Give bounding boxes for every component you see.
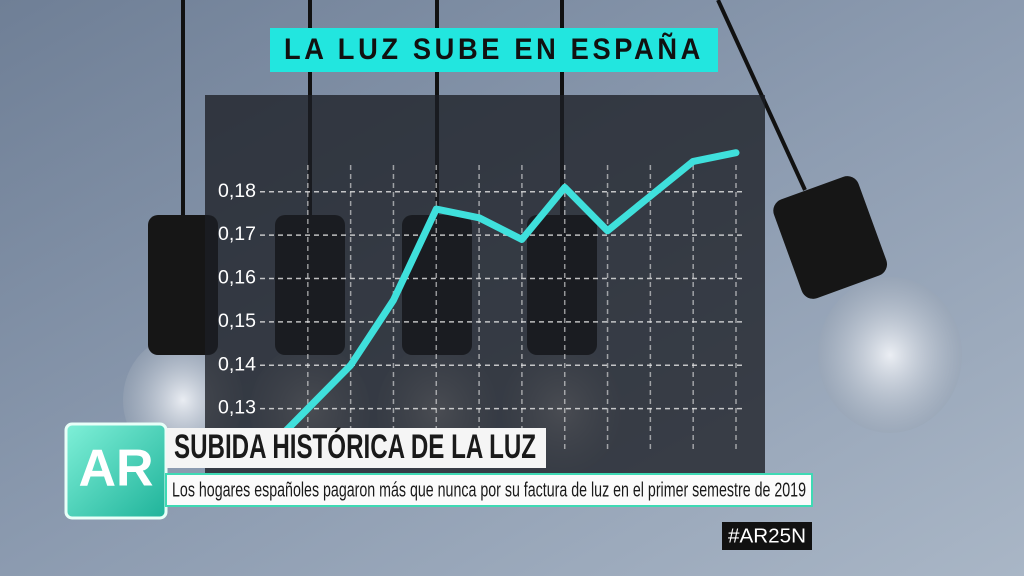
y-tick-label: 0,17 <box>218 224 256 245</box>
y-tick-label: 0,14 <box>218 354 256 375</box>
subheadline-box <box>165 473 813 507</box>
y-tick-label: 0,16 <box>218 268 256 289</box>
y-tick-label: 0,18 <box>218 181 256 202</box>
title-box <box>270 28 718 72</box>
plot: 0,13 0,14 0,15 0,16 0,17 0,18 <box>218 149 745 456</box>
chart-title: LA LUZ SUBE EN ESPAÑA <box>284 32 704 66</box>
headline: SUBIDA HISTÓRICA DE LA LUZ <box>174 428 536 466</box>
logo-box <box>64 422 168 520</box>
line-series <box>261 149 740 456</box>
y-tick-label: 0,15 <box>218 311 256 332</box>
chart-panel <box>205 95 765 475</box>
y-tick-label: 0,13 <box>218 398 256 419</box>
hashtag: #AR25N <box>728 525 806 547</box>
subheadline: Los hogares españoles pagaron más que nu… <box>172 479 806 501</box>
lower-third: AR SUBIDA HISTÓRICA DE LA LUZ Los hogare… <box>64 422 813 550</box>
headline-box <box>166 428 546 468</box>
logo: AR <box>78 440 153 498</box>
hashtag-box <box>722 522 812 550</box>
